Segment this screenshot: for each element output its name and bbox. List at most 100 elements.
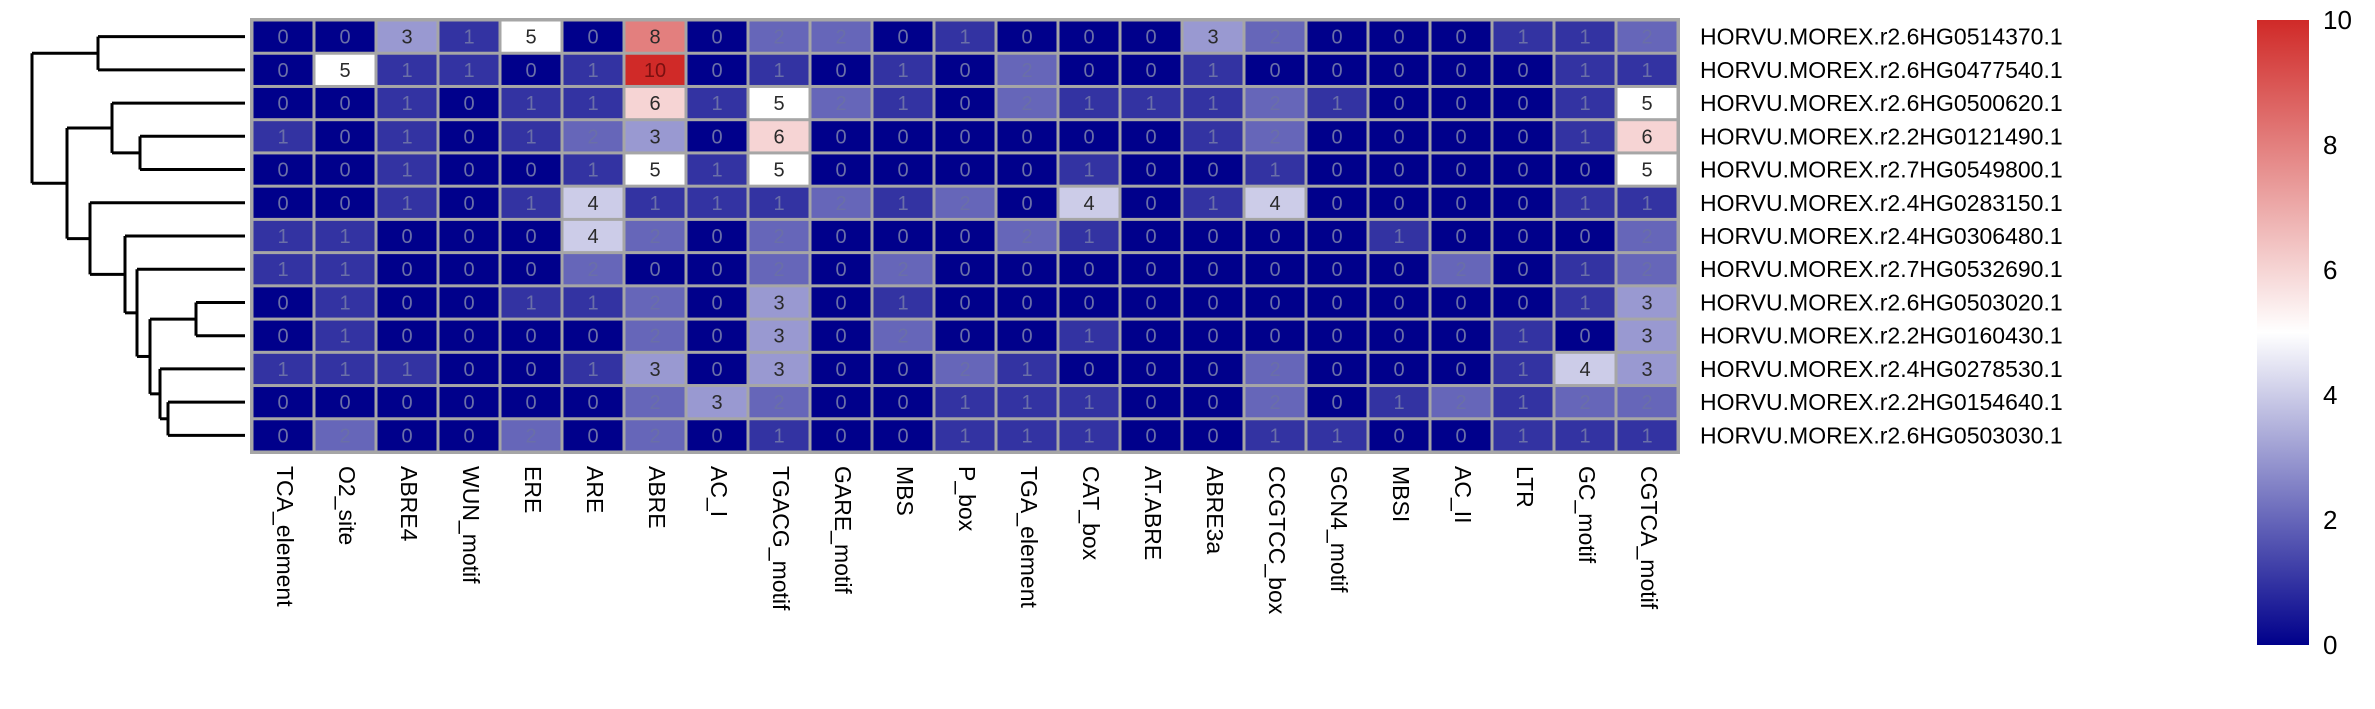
heatmap-cell [501,154,561,185]
heatmap-cell-value: 0 [1145,126,1156,148]
heatmap-cell-value: 2 [1269,27,1280,49]
heatmap-cell [1431,320,1491,351]
heatmap-cell-value: 0 [525,160,536,182]
heatmap-cell-value: 5 [773,93,784,115]
heatmap-cell [935,254,995,285]
heatmap-cell-value: 2 [773,226,784,248]
heatmap-cell [1183,121,1243,152]
heatmap-cell-value: 1 [1083,93,1094,115]
heatmap-cell [1431,21,1491,52]
heatmap-cell-value: 0 [463,193,474,215]
column-label: ARE [582,466,608,513]
heatmap-cell-value: 0 [1021,326,1032,348]
row-label: HORVU.MOREX.r2.6HG0500620.1 [1700,90,2063,116]
heatmap-cell-value: 1 [1517,326,1528,348]
heatmap-cell-value: 2 [339,425,350,447]
heatmap-cell [749,287,809,318]
heatmap-cell [439,287,499,318]
colorbar-gradient [2257,20,2309,645]
heatmap-cell-value: 1 [1579,193,1590,215]
heatmap-cell [687,54,747,85]
heatmap-cell-value: 0 [1393,359,1404,381]
heatmap-cell [1245,21,1305,52]
heatmap-cell-value: 0 [1145,27,1156,49]
heatmap-cell [873,387,933,418]
heatmap-cell [1431,220,1491,252]
heatmap-cell [1059,254,1119,285]
heatmap-cell-value: 0 [1393,259,1404,281]
heatmap-cell-value: 1 [587,359,598,381]
heatmap-cell-value: 0 [835,359,846,381]
heatmap-cell-value: 1 [525,193,536,215]
heatmap-cell [873,54,933,85]
heatmap-cell [563,287,623,318]
row-label: HORVU.MOREX.r2.6HG0477540.1 [1700,57,2063,83]
heatmap-cell [1431,54,1491,85]
heatmap-cell [377,21,437,52]
heatmap-cell-value: 1 [1517,425,1528,447]
heatmap-cell [253,220,313,252]
heatmap-cell [997,87,1057,119]
heatmap-cell-value: 0 [1517,160,1528,182]
heatmap-cell-value: 0 [587,425,598,447]
heatmap-cell [687,121,747,152]
heatmap-cells [250,18,1680,454]
heatmap-cell-value: 1 [1579,93,1590,115]
heatmap-cell-value: 6 [649,93,660,115]
heatmap-cell-value: 0 [1393,27,1404,49]
heatmap-cell-value: 0 [835,292,846,314]
heatmap-cell [1245,187,1305,218]
heatmap-cell [1617,54,1677,85]
heatmap-cell-value: 0 [1021,126,1032,148]
heatmap-cell-value: 1 [1021,359,1032,381]
heatmap-cell [625,154,685,185]
heatmap-cell-value: 2 [773,392,784,414]
heatmap-cell [935,187,995,218]
heatmap-cell-value: 0 [1455,60,1466,82]
heatmap-cell-value: 1 [463,27,474,49]
heatmap-cell-value: 1 [1083,226,1094,248]
heatmap-cell-value: 2 [897,326,908,348]
column-label: TCA_element [272,466,298,607]
heatmap-cell-value: 1 [277,259,288,281]
heatmap-cell [1121,320,1181,351]
heatmap-cell [873,287,933,318]
heatmap-cell [1555,21,1615,52]
colorbar-tick-label: 2 [2323,505,2337,535]
heatmap-cell [315,121,375,152]
heatmap-cell-value: 0 [897,27,908,49]
heatmap-cell-value: 2 [587,259,598,281]
heatmap-cell [439,121,499,152]
heatmap-cell-value: 2 [1455,259,1466,281]
heatmap-cell [377,287,437,318]
heatmap-cell [997,21,1057,52]
heatmap-cell-value: 1 [1641,60,1652,82]
heatmap-cell [873,87,933,119]
heatmap-cell [687,87,747,119]
heatmap-cell [1369,54,1429,85]
heatmap-cell [873,21,933,52]
heatmap-cell [253,187,313,218]
heatmap-cell [1307,187,1367,218]
heatmap-cell [315,21,375,52]
heatmap-cell [1307,121,1367,152]
heatmap-cell [811,353,871,385]
heatmap-cell [1059,21,1119,52]
heatmap-cell-value: 0 [525,359,536,381]
heatmap-cell-value: 0 [711,359,722,381]
heatmap-cell [563,21,623,52]
heatmap-cell-value: 3 [401,27,412,49]
heatmap-cell [687,353,747,385]
column-label: MBS [892,466,918,516]
heatmap-cell [1245,54,1305,85]
heatmap-cell-value: 0 [1145,392,1156,414]
heatmap-cell [687,420,747,451]
column-label: CAT_box [1078,466,1104,561]
row-label: HORVU.MOREX.r2.4HG0283150.1 [1700,190,2063,216]
heatmap-cell [1307,420,1367,451]
heatmap-cell [1245,320,1305,351]
heatmap-cell [935,287,995,318]
heatmap-cell-value: 0 [463,93,474,115]
heatmap-cell-value: 2 [773,27,784,49]
heatmap-cell-value: 0 [1145,160,1156,182]
